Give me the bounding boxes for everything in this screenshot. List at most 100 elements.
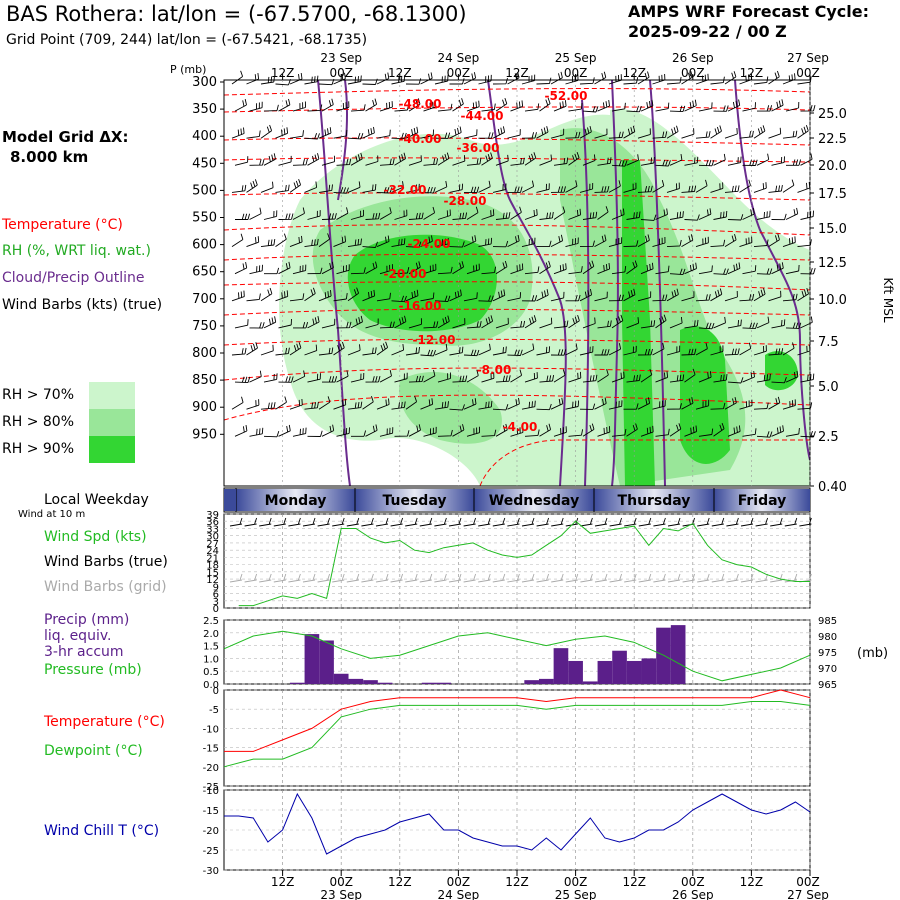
legend-cloud: Cloud/Precip Outline bbox=[2, 270, 145, 286]
wind-barb bbox=[623, 403, 639, 410]
wind-barb bbox=[249, 101, 263, 112]
wind-barb bbox=[655, 371, 669, 383]
wind-barb bbox=[536, 126, 549, 139]
temperature-contour-label: -16.00 bbox=[399, 299, 442, 313]
wind-barb bbox=[782, 73, 796, 85]
wind-barb bbox=[264, 267, 280, 275]
wind-barb bbox=[713, 422, 725, 437]
wind-barb-grid bbox=[375, 573, 389, 583]
wind-barb bbox=[757, 105, 773, 112]
wind-barb bbox=[626, 374, 641, 383]
wind-barb bbox=[347, 238, 362, 248]
wind-barb-grid bbox=[346, 573, 360, 583]
wind-barb bbox=[336, 264, 350, 275]
top-date-label: 27 Sep bbox=[787, 51, 829, 65]
wind-barb-true bbox=[317, 517, 331, 527]
wind-barb bbox=[307, 210, 321, 220]
forecast-cycle-title: AMPS WRF Forecast Cycle: bbox=[628, 2, 870, 21]
wind-barb bbox=[594, 185, 610, 193]
wind-barb bbox=[536, 403, 552, 411]
temperature-contour-label: -32.00 bbox=[384, 183, 427, 197]
wind-barb bbox=[321, 98, 334, 112]
wind-barb bbox=[640, 425, 654, 437]
wind-barb bbox=[481, 372, 495, 383]
precip-bar bbox=[553, 648, 569, 684]
wind-barb-grid bbox=[288, 573, 301, 583]
wind-barb bbox=[742, 102, 756, 112]
wind-barb bbox=[669, 316, 683, 329]
wind-barb bbox=[362, 241, 378, 248]
wind-barb bbox=[623, 125, 636, 139]
wind-barb bbox=[466, 157, 482, 166]
wind-barb bbox=[786, 159, 802, 166]
wind-barb bbox=[669, 105, 686, 113]
panel-ytick-right-label: 965 bbox=[818, 680, 837, 691]
wind-barb bbox=[597, 206, 609, 220]
height-tick-label: 20.0 bbox=[818, 159, 847, 174]
temperature-contour-label: -44.00 bbox=[461, 109, 504, 123]
wind-barb-true bbox=[799, 517, 812, 527]
wind-barb bbox=[234, 319, 249, 329]
wind-barb-grid bbox=[405, 573, 418, 583]
panel-ytick-label: 1.5 bbox=[203, 642, 219, 653]
wind-barb bbox=[275, 127, 289, 139]
wind-barb bbox=[521, 74, 536, 85]
panel-ytick-label: 0 bbox=[213, 686, 219, 697]
wind-barb bbox=[684, 156, 699, 166]
wind-barb bbox=[727, 425, 741, 437]
wind-barb-true bbox=[288, 517, 301, 527]
wind-barb-grid bbox=[390, 573, 404, 583]
wind-barb bbox=[727, 262, 741, 275]
wind-barb bbox=[463, 349, 480, 357]
wind-barb bbox=[539, 375, 555, 383]
wind-barb bbox=[492, 289, 506, 302]
wind-barb bbox=[594, 128, 608, 139]
wind-barb-true bbox=[770, 517, 783, 527]
wind-barb bbox=[637, 234, 650, 247]
wind-barb bbox=[449, 126, 462, 139]
wind-barb bbox=[260, 402, 276, 410]
top-hour-label: 00Z bbox=[329, 66, 353, 80]
wind-barb bbox=[597, 262, 611, 275]
wind-barb bbox=[785, 264, 800, 275]
wind-barb bbox=[797, 239, 812, 248]
wind-barb bbox=[318, 184, 333, 193]
wind-barb bbox=[550, 349, 567, 356]
wind-barb bbox=[713, 153, 726, 166]
bottom-hour-label: 12Z bbox=[505, 875, 529, 889]
wind-barb bbox=[713, 268, 729, 275]
dewpoint-line bbox=[223, 701, 811, 768]
wind-barb bbox=[307, 430, 323, 437]
wind-barb-true bbox=[390, 517, 404, 527]
wind-barb bbox=[640, 320, 656, 329]
wind-barb bbox=[463, 186, 480, 194]
wind-barb bbox=[437, 266, 453, 275]
wind-barb bbox=[608, 294, 624, 302]
wind-barb-true bbox=[536, 517, 550, 527]
wind-barb bbox=[768, 348, 784, 356]
wind-barb bbox=[234, 376, 251, 384]
wind-barb bbox=[362, 126, 375, 139]
wind-barb bbox=[437, 152, 450, 166]
bottom-hour-label: 00Z bbox=[447, 875, 471, 889]
wind-barb bbox=[594, 234, 607, 247]
wind-barb bbox=[292, 370, 306, 383]
wind-barb bbox=[637, 348, 653, 356]
temperature-contours bbox=[224, 88, 810, 486]
wind-barb bbox=[536, 240, 552, 248]
wind-barb bbox=[307, 104, 323, 112]
wind-barb-grid bbox=[229, 573, 243, 583]
wind-chill-panel: -10 -15 -20 -25 -30 bbox=[203, 786, 811, 877]
panel-ytick-label: 39 bbox=[206, 510, 219, 521]
wind-barb bbox=[434, 401, 449, 410]
bottom-hour-label: 00Z bbox=[796, 875, 820, 889]
precip-pressure-panel: 2.5 2.0 1.51.0 0.5 0.0 985 980 975 970 965 (mb) bbox=[203, 616, 888, 691]
weekday-cell bbox=[355, 489, 474, 511]
wind-barb bbox=[231, 290, 245, 302]
wind-barb bbox=[492, 126, 506, 139]
wind-barb-true bbox=[492, 517, 506, 527]
wind-barb bbox=[434, 180, 448, 193]
wind-barb bbox=[478, 132, 494, 139]
wind-barb bbox=[739, 179, 751, 193]
wind-barb bbox=[768, 290, 782, 302]
